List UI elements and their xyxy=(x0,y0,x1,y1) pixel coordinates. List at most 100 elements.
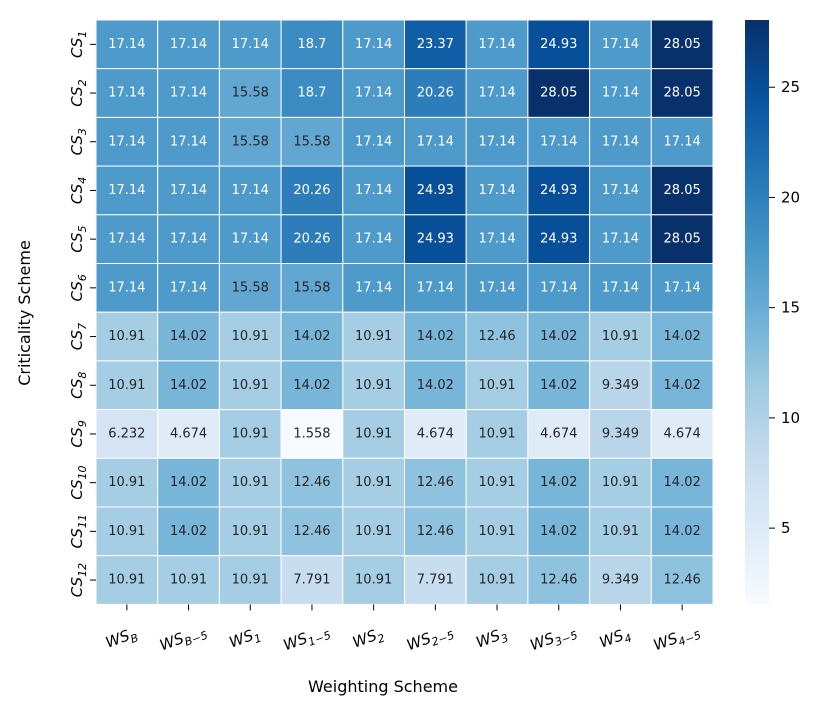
colorbar xyxy=(745,20,769,604)
heatmap-cell xyxy=(280,457,344,508)
heatmap-cell xyxy=(342,409,405,459)
heatmap-cell-label: 10.91 xyxy=(602,524,639,539)
heatmap-cell xyxy=(650,68,714,118)
heatmap-cell-label: 10.91 xyxy=(232,524,269,539)
heatmap-cell-label: 7.791 xyxy=(293,573,330,588)
heatmap-cell-label: 17.14 xyxy=(355,86,392,101)
heatmap-cell xyxy=(157,116,220,167)
heatmap-cell-label: 17.14 xyxy=(170,37,207,52)
heatmap-cell xyxy=(650,116,714,167)
heatmap-cell-label: 17.14 xyxy=(664,134,701,149)
heatmap-cell xyxy=(280,506,344,557)
heatmap-cell-label: 6.232 xyxy=(108,426,145,441)
heatmap-cell xyxy=(404,68,467,118)
heatmap-cell xyxy=(527,68,591,118)
heatmap-cell-label: 12.46 xyxy=(417,524,454,539)
heatmap-cell xyxy=(342,360,405,411)
heatmap-cell-label: 17.14 xyxy=(170,232,207,247)
heatmap-cell-label: 17.14 xyxy=(664,280,701,295)
heatmap-cell-label: 17.14 xyxy=(540,134,577,149)
heatmap-cell-label: 10.91 xyxy=(108,573,145,588)
heatmap-cell-label: 17.14 xyxy=(170,183,207,198)
heatmap-cell-label: 14.02 xyxy=(293,378,330,393)
heatmap-cell-label: 17.14 xyxy=(478,280,515,295)
y-axis-ticks: CS1 CS2 CS3 CS4 CS5 CS6 CS7 CS8 CS9 CS10 CS11 CS12 xyxy=(68,31,96,597)
heatmap-cell xyxy=(527,360,591,411)
heatmap-cell-label: 17.14 xyxy=(602,134,639,149)
heatmap-cell-label: 18.7 xyxy=(297,86,326,101)
heatmap-cell-label: 10.91 xyxy=(355,573,392,588)
heatmap-cell-label: 24.93 xyxy=(540,183,577,198)
heatmap-cell xyxy=(218,116,282,167)
heatmap-cell-label: 15.58 xyxy=(232,280,269,295)
heatmap-cell-label: 17.14 xyxy=(355,232,392,247)
heatmap-cell-label: 10.91 xyxy=(232,329,269,344)
heatmap-cell-label: 17.14 xyxy=(170,86,207,101)
heatmap-cell-label: 17.14 xyxy=(478,134,515,149)
heatmap-cell-label: 17.14 xyxy=(602,232,639,247)
heatmap-cell xyxy=(280,68,344,118)
x-tick-label: WS4−5 xyxy=(651,621,703,657)
y-tick-label: CS10 xyxy=(68,466,89,500)
heatmap-cell-label: 10.91 xyxy=(108,329,145,344)
heatmap-cell-label: 14.02 xyxy=(664,524,701,539)
x-tick-label: WS4 xyxy=(597,624,634,654)
heatmap-cell-label: 17.14 xyxy=(108,183,145,198)
heatmap-cell-label: 14.02 xyxy=(540,475,577,490)
heatmap-cell-label: 17.14 xyxy=(108,280,145,295)
heatmap-cell xyxy=(650,214,714,265)
heatmap-cell-label: 14.02 xyxy=(664,378,701,393)
heatmap-cell xyxy=(342,506,405,557)
heatmap-cell-label: 24.93 xyxy=(417,232,454,247)
y-tick-label: CS1 xyxy=(68,31,89,58)
heatmap-cell-label: 12.46 xyxy=(417,475,454,490)
heatmap-cell-label: 17.14 xyxy=(417,280,454,295)
heatmap-cell-label: 4.674 xyxy=(417,426,454,441)
heatmap-cell xyxy=(404,214,467,265)
heatmap-cell-label: 17.14 xyxy=(232,183,269,198)
heatmap-cell xyxy=(157,409,220,459)
heatmap-cell-label: 18.7 xyxy=(297,37,326,52)
heatmap-cell-label: 10.91 xyxy=(355,524,392,539)
heatmap-cell-label: 17.14 xyxy=(417,134,454,149)
x-tick-label: WS2 xyxy=(350,624,387,654)
heatmap-cell xyxy=(218,19,282,70)
heatmap-cell xyxy=(218,360,282,411)
heatmap-cell-label: 1.558 xyxy=(293,426,330,441)
heatmap-cell-label: 12.46 xyxy=(293,524,330,539)
heatmap-cell xyxy=(527,19,591,70)
colorbar-tick-label: 25 xyxy=(781,78,800,96)
heatmap-cell-label: 17.14 xyxy=(108,232,145,247)
heatmap-cell xyxy=(404,555,467,605)
y-tick-label: CS7 xyxy=(68,323,89,350)
heatmap-cell xyxy=(157,555,220,605)
heatmap-cell-label: 14.02 xyxy=(170,475,207,490)
heatmap-cell-label: 10.91 xyxy=(232,378,269,393)
heatmap-cell xyxy=(280,360,344,411)
heatmap-cell xyxy=(527,116,591,167)
heatmap-cell xyxy=(342,116,405,167)
heatmap-cell xyxy=(342,457,405,508)
heatmap-cell xyxy=(465,165,529,216)
heatmap-cell xyxy=(589,214,652,265)
heatmap-cell-label: 17.14 xyxy=(170,280,207,295)
heatmap-cell-label: 10.91 xyxy=(108,475,145,490)
heatmap-cell xyxy=(527,214,591,265)
heatmap-cell xyxy=(527,506,591,557)
y-tick-label: CS3 xyxy=(68,128,89,155)
heatmap-cell xyxy=(404,263,467,313)
x-tick-label: WS3 xyxy=(474,624,511,654)
heatmap-cell xyxy=(95,311,159,362)
heatmap-cell-label: 17.14 xyxy=(355,37,392,52)
heatmap-cell xyxy=(218,409,282,459)
heatmap-cell xyxy=(157,214,220,265)
heatmap-cell-label: 14.02 xyxy=(664,475,701,490)
heatmap-cell xyxy=(218,555,282,605)
heatmap-cell-label: 14.02 xyxy=(293,329,330,344)
heatmap-cell-label: 9.349 xyxy=(602,573,639,588)
heatmap-cell xyxy=(404,19,467,70)
heatmap-cell xyxy=(157,360,220,411)
heatmap-cell-label: 4.674 xyxy=(540,426,577,441)
heatmap-cell xyxy=(342,214,405,265)
heatmap-cell-label: 4.674 xyxy=(170,426,207,441)
